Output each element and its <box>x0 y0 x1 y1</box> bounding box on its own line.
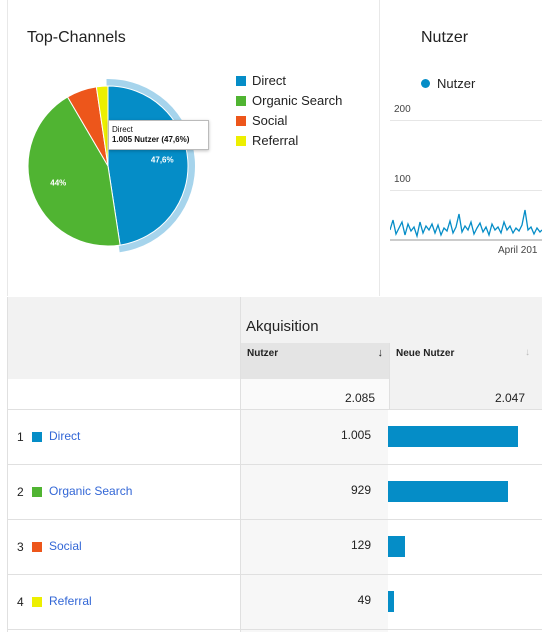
row-share-bar <box>388 591 394 612</box>
row-number: 2 <box>17 485 24 499</box>
row-link-organic-search[interactable]: Organic Search <box>49 484 133 498</box>
row-color-swatch <box>32 597 42 607</box>
sort-desc-icon: ↓ <box>377 347 384 359</box>
channels-pie-chart: 47,6% 44% <box>27 79 195 253</box>
legend-item-direct[interactable]: Direct <box>236 73 286 89</box>
row-color-swatch <box>32 542 42 552</box>
users-series-line <box>390 209 542 239</box>
totals-row-left <box>7 379 240 409</box>
row-link-direct[interactable]: Direct <box>49 429 81 443</box>
row-divider <box>7 519 542 520</box>
pie-percent-label: 47,6% <box>151 155 174 164</box>
total-nutzer: 2.085 <box>344 391 375 405</box>
users-legend[interactable]: Nutzer <box>421 76 475 91</box>
sort-icon: ↓ <box>525 347 530 358</box>
row-color-swatch <box>32 432 42 442</box>
pie-slice-referral[interactable] <box>95 85 109 167</box>
row-share-bar <box>388 481 508 502</box>
card-divider-left <box>7 0 8 296</box>
acquisition-header: Akquisition <box>246 318 319 335</box>
tooltip-channel: Direct <box>112 125 133 134</box>
row-share-bar <box>388 536 405 557</box>
legend-swatch <box>236 76 246 86</box>
row-number: 3 <box>17 540 24 554</box>
gridline-100 <box>390 190 542 191</box>
card-divider-vertical <box>379 0 380 296</box>
column-header-nutzer[interactable]: Nutzer ↓ <box>241 343 389 379</box>
row-nutzer-value: 1.005 <box>340 428 371 442</box>
row-number: 1 <box>17 430 24 444</box>
row-divider <box>7 574 542 575</box>
pie-slice-organic-search[interactable] <box>27 96 121 247</box>
legend-item-social[interactable]: Social <box>236 113 287 129</box>
row-nutzer-value: 49 <box>357 593 371 607</box>
col-divider <box>389 343 390 409</box>
row-nutzer-value: 129 <box>350 538 371 552</box>
y-tick-200: 200 <box>394 104 411 115</box>
gridline-200 <box>390 120 542 121</box>
row-share-bar <box>388 426 518 447</box>
legend-swatch <box>236 116 246 126</box>
row-link-social[interactable]: Social <box>49 539 82 553</box>
row-divider <box>7 464 542 465</box>
col-divider <box>7 297 8 632</box>
pie-tooltip: Direct 1.005 Nutzer (47,6%) <box>108 120 209 150</box>
legend-dot-icon <box>421 79 430 88</box>
row-link-referral[interactable]: Referral <box>49 594 92 608</box>
table-header-left <box>7 297 240 379</box>
tooltip-value: 1.005 Nutzer (47,6%) <box>112 135 190 144</box>
nutzer-column-bg <box>241 410 388 632</box>
row-divider <box>7 409 542 410</box>
column-label: Nutzer <box>247 348 279 359</box>
column-label: Neue Nutzer <box>396 348 455 359</box>
table-header-group <box>240 297 542 343</box>
totals-nutzer-cell <box>241 379 389 409</box>
legend-item-referral[interactable]: Referral <box>236 133 298 149</box>
legend-item-organic-search[interactable]: Organic Search <box>236 93 342 109</box>
top-channels-title: Top-Channels <box>27 29 126 46</box>
col-divider <box>240 297 241 632</box>
y-tick-100: 100 <box>394 174 411 185</box>
row-color-swatch <box>32 487 42 497</box>
legend-swatch <box>236 136 246 146</box>
pie-slice-direct[interactable] <box>107 85 189 246</box>
total-neue-nutzer: 2.047 <box>494 391 525 405</box>
row-nutzer-value: 929 <box>350 483 371 497</box>
x-axis-label: April 201 <box>498 245 538 256</box>
legend-swatch <box>236 96 246 106</box>
users-card-title: Nutzer <box>421 29 469 46</box>
pie-percent-label: 44% <box>50 179 66 188</box>
totals-neue-cell <box>390 379 542 409</box>
row-divider <box>7 629 542 630</box>
users-line-chart <box>390 209 542 241</box>
column-header-neue-nutzer[interactable]: Neue Nutzer ↓ <box>390 343 542 379</box>
row-number: 4 <box>17 595 24 609</box>
